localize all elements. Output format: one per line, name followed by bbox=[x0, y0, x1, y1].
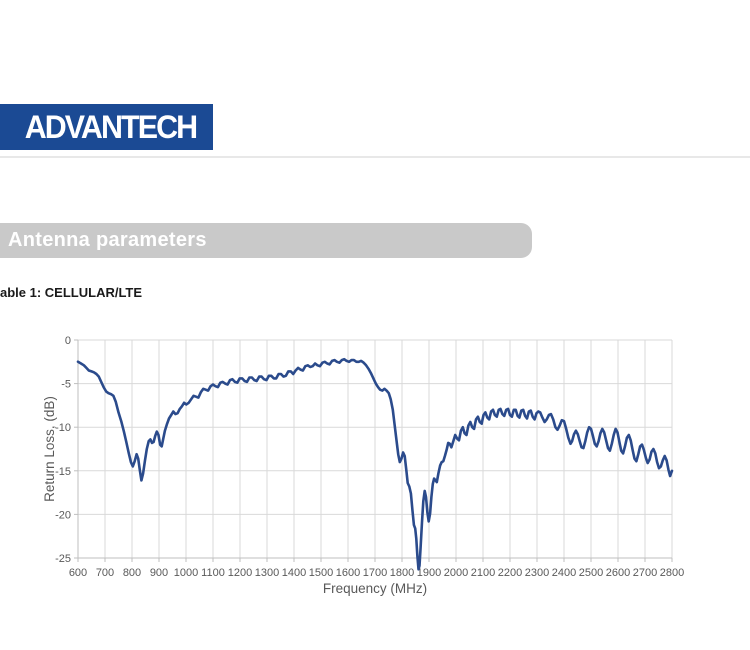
section-title: Antenna parameters bbox=[8, 229, 207, 251]
y-axis-title: Return Loss, (dB) bbox=[42, 396, 57, 502]
chart-axes bbox=[74, 339, 673, 562]
svg-text:1300: 1300 bbox=[255, 567, 279, 579]
header-divider bbox=[0, 156, 750, 158]
svg-text:2500: 2500 bbox=[579, 567, 603, 579]
series-line-cellular-lte bbox=[76, 357, 674, 571]
svg-text:1500: 1500 bbox=[309, 567, 333, 579]
svg-text:1000: 1000 bbox=[174, 567, 198, 579]
svg-text:-20: -20 bbox=[55, 509, 71, 521]
svg-text:-10: -10 bbox=[55, 422, 71, 434]
svg-text:1600: 1600 bbox=[336, 567, 360, 579]
svg-text:1900: 1900 bbox=[417, 567, 441, 579]
svg-text:1800: 1800 bbox=[390, 567, 414, 579]
svg-text:700: 700 bbox=[96, 567, 114, 579]
advantech-logo: ADVANTECH bbox=[0, 104, 213, 150]
svg-text:1700: 1700 bbox=[363, 567, 387, 579]
table-caption: able 1: CELLULAR/LTE bbox=[0, 285, 143, 300]
x-axis-labels: 600 700 800 900 1000 1100 1200 1300 1400 1500 1600… bbox=[69, 567, 684, 579]
svg-text:2800: 2800 bbox=[660, 567, 684, 579]
svg-text:2600: 2600 bbox=[606, 567, 630, 579]
svg-text:2300: 2300 bbox=[525, 567, 549, 579]
advantech-logo-text: ADVANTECH bbox=[24, 108, 198, 145]
return-loss-chart: 0 -5 -10 -15 -20 -25 600 700 800 900 1000 1100 1200 1… bbox=[40, 326, 690, 618]
x-axis-title: Frequency (MHz) bbox=[323, 581, 427, 596]
svg-text:1400: 1400 bbox=[282, 567, 306, 579]
section-header-bar: Antenna parameters bbox=[0, 223, 532, 258]
svg-text:0: 0 bbox=[65, 335, 71, 347]
svg-text:800: 800 bbox=[123, 567, 141, 579]
svg-text:2100: 2100 bbox=[471, 567, 495, 579]
svg-text:1200: 1200 bbox=[228, 567, 252, 579]
svg-text:2700: 2700 bbox=[633, 567, 657, 579]
y-axis-labels: 0 -5 -10 -15 -20 -25 bbox=[55, 335, 71, 565]
svg-text:-15: -15 bbox=[55, 466, 71, 478]
svg-text:2400: 2400 bbox=[552, 567, 576, 579]
svg-text:600: 600 bbox=[69, 567, 87, 579]
svg-text:900: 900 bbox=[150, 567, 168, 579]
svg-text:-25: -25 bbox=[55, 553, 71, 565]
svg-text:2000: 2000 bbox=[444, 567, 468, 579]
svg-text:-5: -5 bbox=[61, 379, 71, 391]
svg-text:2200: 2200 bbox=[498, 567, 522, 579]
svg-text:1100: 1100 bbox=[201, 567, 225, 579]
